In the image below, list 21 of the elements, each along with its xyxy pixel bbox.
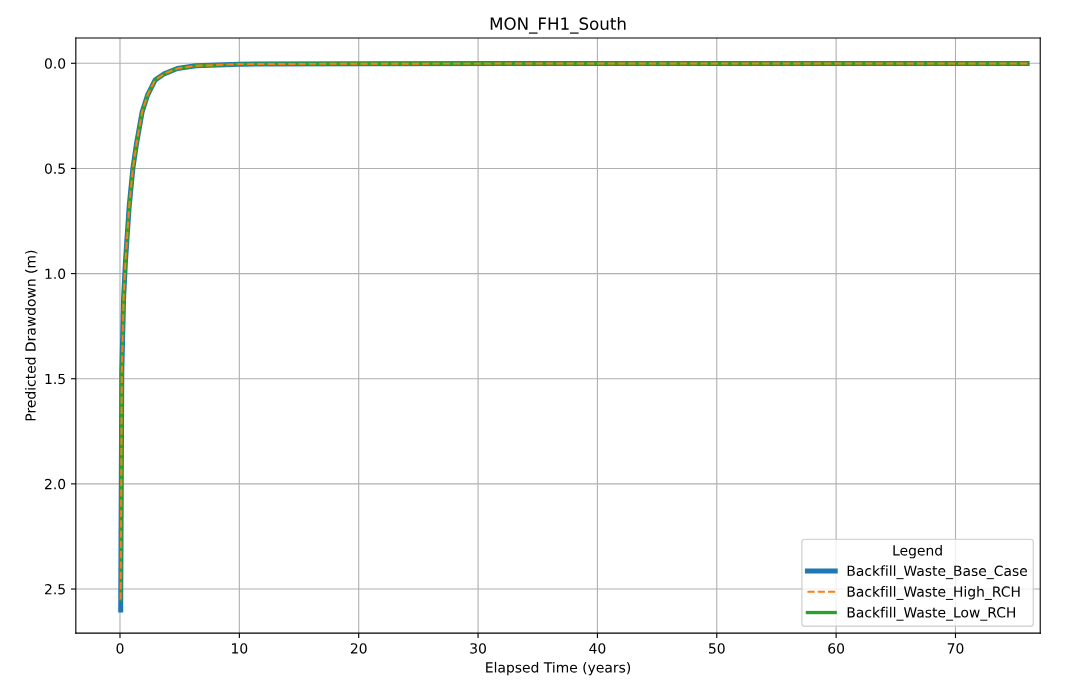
x-tick-label: 30 <box>470 643 486 654</box>
y-tick-label: 1.5 <box>45 373 65 385</box>
y-tick-label: 2.5 <box>45 583 65 595</box>
legend-label: Backfill_Waste_Low_RCH <box>847 606 1016 621</box>
legend-label: Backfill_Waste_High_RCH <box>847 586 1020 600</box>
x-tick-label: 70 <box>947 643 964 654</box>
legend-title: Legend <box>893 544 942 559</box>
x-tick-label: 20 <box>350 643 367 654</box>
x-tick-label: 10 <box>232 643 248 654</box>
y-tick-label: 0.5 <box>44 163 65 174</box>
legend-label: Backfill_Waste_Base_Case <box>847 565 1027 580</box>
chart-title: MON_FH1_South <box>490 17 626 34</box>
x-tick-label: 60 <box>828 643 845 654</box>
x-tick-label: 50 <box>709 643 725 654</box>
y-tick-label: 0.0 <box>44 58 66 69</box>
y-axis-title: Predicted Drawdown (m) <box>25 250 38 421</box>
x-tick-label: 40 <box>589 643 606 654</box>
y-tick-label: 2.0 <box>45 478 66 490</box>
y-tick-label: 1.0 <box>45 268 66 280</box>
x-axis-title: Elapsed Time (years) <box>486 661 631 676</box>
x-tick-label: 0 <box>116 643 124 654</box>
